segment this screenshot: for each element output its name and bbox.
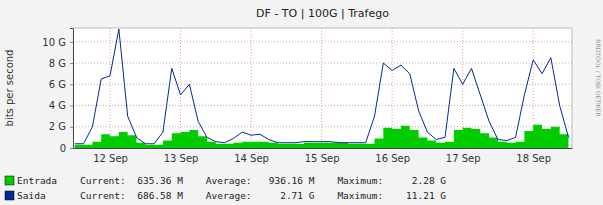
grid-line <box>73 41 572 42</box>
tick: 15 Sep <box>305 148 340 164</box>
tick-mark <box>70 84 73 85</box>
frame <box>572 28 573 148</box>
tick: 14 Sep <box>234 148 269 164</box>
tick-label: 15 Sep <box>305 153 340 164</box>
tick: 13 Sep <box>164 148 199 164</box>
tick: 8 G <box>49 58 73 69</box>
grid-line <box>73 63 572 64</box>
tick-label: 14 Sep <box>234 153 269 164</box>
tick: 12 Sep <box>93 148 128 164</box>
tick-label: 12 Sep <box>93 153 128 164</box>
background <box>0 0 603 205</box>
plot-area <box>73 28 572 148</box>
tick: 18 Sep <box>516 148 551 164</box>
tick-label: 13 Sep <box>164 153 199 164</box>
tick: 17 Sep <box>446 148 481 164</box>
tick-label: 17 Sep <box>446 153 481 164</box>
tick: 16 Sep <box>375 148 410 164</box>
tick-label: 8 G <box>49 58 66 69</box>
tick-mark <box>70 42 73 43</box>
legend: Entrada Current: 635.36 M Average: 936.16… <box>5 175 446 201</box>
y-axis: 0 2 G 4 G 6 G 8 G 10 G <box>42 29 73 154</box>
tick-label: 0 <box>60 143 66 154</box>
legend-stats: Current: 635.36 M Average: 936.16 M Maxi… <box>80 175 446 186</box>
credit: RRDTOOL / TOBI OETIKER <box>595 39 602 116</box>
grid-line <box>251 28 252 148</box>
grid-line <box>110 28 111 148</box>
marks <box>75 29 569 148</box>
line <box>75 29 569 144</box>
area <box>75 125 569 148</box>
frame <box>73 28 572 29</box>
legend-label: Saida <box>17 190 46 201</box>
tick: 0 <box>60 143 73 154</box>
tick-label: 18 Sep <box>516 153 551 164</box>
grid <box>73 28 572 148</box>
grid-line <box>180 28 181 148</box>
tick: 4 G <box>49 100 73 111</box>
legend-swatch <box>5 191 14 200</box>
title: DF - TO | 100G | Trafego <box>256 7 389 20</box>
tick: 6 G <box>49 79 73 90</box>
tick-mark <box>70 106 73 107</box>
tick-label: 2 G <box>49 121 66 132</box>
axis-line <box>74 148 573 149</box>
tick-mark <box>70 127 73 128</box>
tick: 10 G <box>42 37 73 48</box>
grid-line <box>73 105 572 106</box>
tick-label: 4 G <box>49 100 66 111</box>
tick-label: 16 Sep <box>375 153 410 164</box>
grid-line <box>73 84 572 85</box>
legend-label: Entrada <box>17 175 57 186</box>
axis-title: bits per second <box>4 50 15 127</box>
x-axis: 12 Sep 13 Sep 14 Sep 15 Sep 16 Sep 17 Sep 18 S… <box>74 148 573 164</box>
tick-label: 10 G <box>42 37 66 48</box>
tick-label: 6 G <box>49 79 66 90</box>
grid-line <box>321 28 322 148</box>
tick: 2 G <box>49 121 73 132</box>
tick-mark <box>70 148 73 149</box>
tick-mark <box>70 63 73 64</box>
chart: 0 2 G 4 G 6 G 8 G 10 G 12 Sep 13 Sep 14 Sep 15 Se… <box>0 0 603 205</box>
grid-line <box>73 126 572 127</box>
legend-swatch <box>5 176 14 185</box>
legend-stats: Current: 686.58 M Average: 2.71 G Maximu… <box>80 190 446 201</box>
axis-line <box>70 29 74 149</box>
